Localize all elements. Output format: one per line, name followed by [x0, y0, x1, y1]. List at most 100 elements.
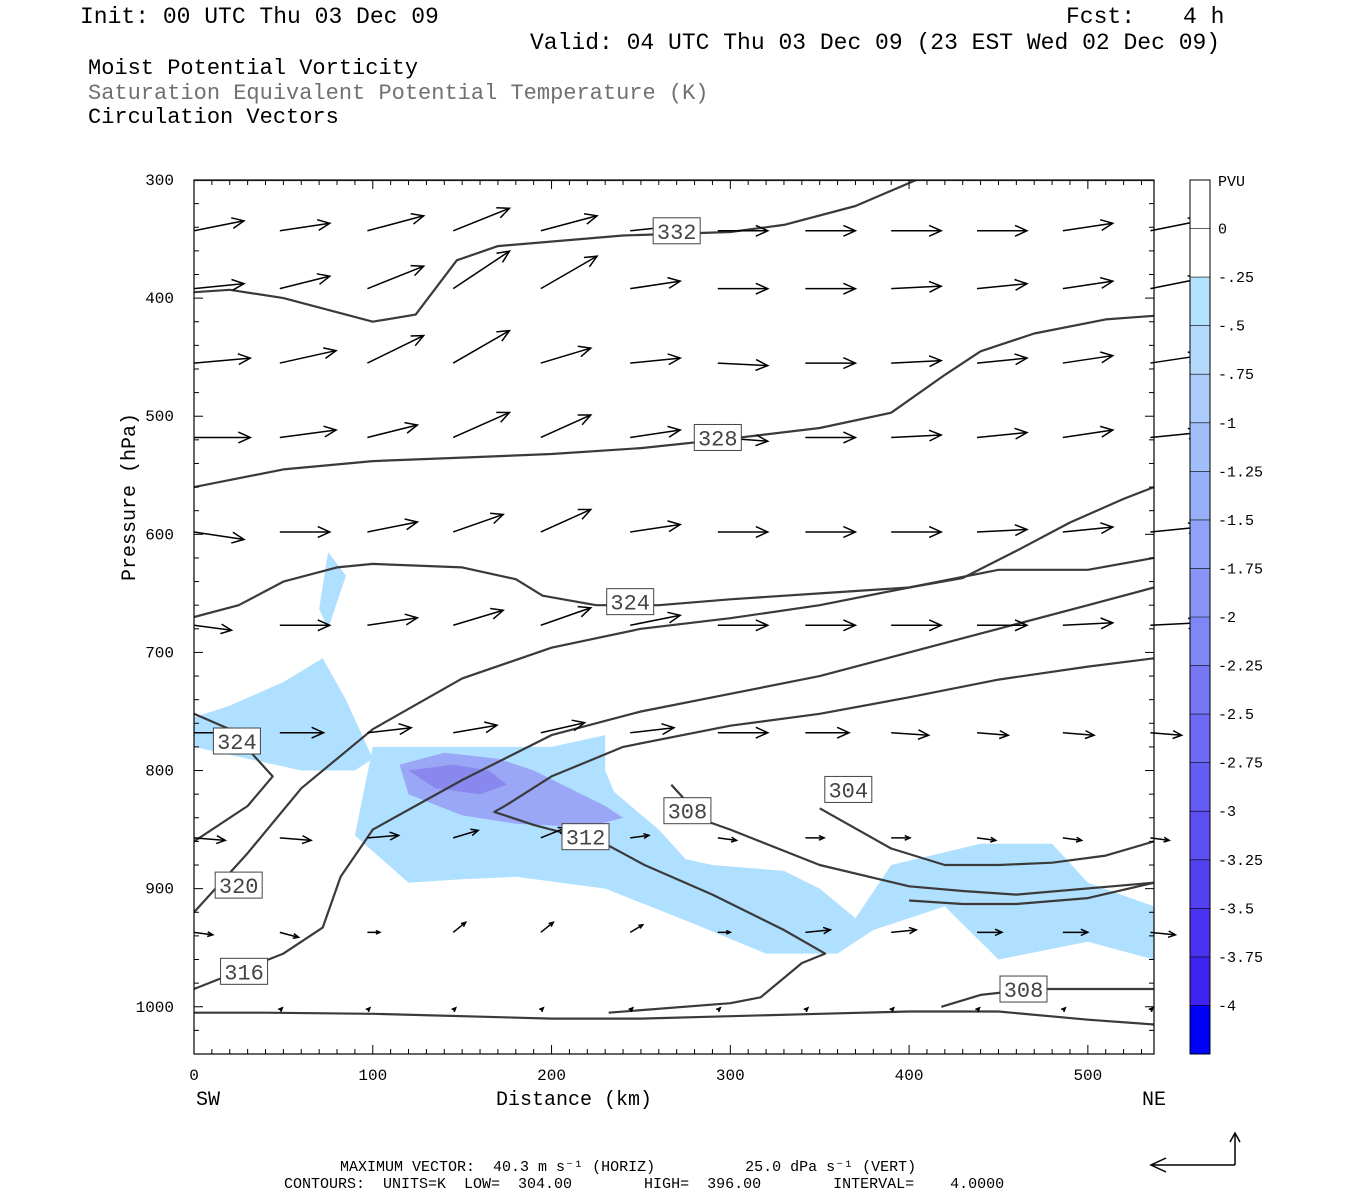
vector-head — [994, 928, 1004, 937]
x-end-label-left: SW — [196, 1089, 220, 1112]
circulation-vector — [367, 334, 426, 364]
vector-shaft — [193, 531, 245, 541]
theta-es-contour — [194, 586, 1154, 991]
colorbar-segment — [1190, 617, 1210, 666]
circulation-vector — [540, 414, 593, 439]
vector-head — [292, 933, 301, 940]
circulation-vector — [540, 921, 555, 933]
vector-shaft — [193, 282, 245, 290]
vector-shaft — [193, 357, 251, 364]
theta-es-contour — [819, 807, 1154, 867]
vector-head — [1014, 278, 1029, 291]
circulation-vector — [976, 278, 1029, 291]
vector-head — [638, 923, 645, 929]
vector-shaft — [193, 931, 213, 936]
circulation-vector — [630, 353, 683, 366]
x-tick-label: 100 — [358, 1067, 387, 1085]
circulation-vector — [451, 1006, 457, 1013]
vector-shaft — [452, 250, 510, 290]
pv-region-light — [319, 552, 346, 629]
theta-es-contour — [194, 712, 274, 843]
vector-head — [1084, 729, 1096, 740]
vector-shaft — [1150, 731, 1182, 736]
vector-head — [928, 280, 944, 293]
vector-head — [1080, 928, 1090, 937]
vector-head — [730, 836, 739, 843]
circulation-vector — [540, 212, 599, 232]
vector-shaft — [452, 207, 510, 232]
y-tick-label: 800 — [145, 763, 174, 781]
circulation-vector — [452, 250, 512, 290]
init-time: Init: 00 UTC Thu 03 Dec 09 — [80, 4, 439, 30]
theta-es-contour — [909, 881, 1154, 906]
max-vector-note: MAXIMUM VECTOR: 40.3 m s⁻¹ (HORIZ) 25.0 … — [340, 1159, 917, 1176]
theta-es-contour — [940, 987, 1154, 1008]
circulation-vector — [452, 329, 512, 364]
vector-shaft — [976, 528, 1028, 533]
vector-head — [206, 931, 215, 938]
vector-shaft — [717, 362, 768, 367]
vector-head — [404, 613, 420, 626]
vector-shaft — [540, 414, 592, 439]
vector-shaft — [279, 837, 312, 842]
vector-head — [220, 623, 234, 635]
reference-vector — [1149, 1131, 1241, 1173]
circulation-vector — [1062, 351, 1115, 364]
vector-shaft — [540, 722, 585, 734]
circulation-vector — [193, 835, 228, 845]
circulation-vector — [891, 224, 944, 237]
vector-head — [311, 726, 326, 739]
circulation-vector — [452, 512, 505, 533]
vector-head — [843, 357, 858, 370]
vector-shaft — [367, 334, 424, 364]
vector-head — [843, 282, 858, 295]
contour-label-text: 308 — [1004, 979, 1044, 1004]
vector-shaft — [453, 724, 498, 734]
vector-head — [667, 425, 683, 438]
colorbar-label: -3.75 — [1218, 950, 1263, 967]
vector-head — [1099, 351, 1115, 364]
y-tick-label: 600 — [145, 526, 174, 544]
vector-head — [822, 926, 833, 935]
contour-label-box — [212, 727, 261, 755]
vector-shaft — [891, 731, 929, 736]
contour-label-text: 320 — [219, 875, 259, 900]
vector-head — [908, 926, 919, 935]
contour-label: 320 — [214, 871, 263, 900]
colorbar-segment — [1190, 325, 1210, 375]
contour-label-text: 304 — [828, 779, 868, 804]
vector-head — [1148, 1006, 1155, 1013]
vector-shaft — [630, 280, 681, 290]
circulation-vector — [540, 605, 593, 626]
vector-shaft — [891, 929, 917, 934]
vector-head — [1100, 522, 1115, 535]
title-theta-es: Saturation Equivalent Potential Temperat… — [88, 81, 709, 106]
vector-head — [316, 218, 332, 232]
colorbar-segment — [1190, 228, 1210, 278]
vector-head — [755, 525, 770, 539]
circulation-vector — [1062, 218, 1115, 232]
vector-head — [410, 264, 426, 277]
contour-label-text: 332 — [657, 221, 697, 246]
vector-head — [365, 1006, 372, 1013]
circulation-vector — [279, 425, 338, 439]
circulation-vector — [453, 721, 499, 734]
vector-shaft — [976, 731, 1009, 736]
circulation-vector — [803, 1006, 810, 1013]
vector-head — [460, 921, 468, 928]
vector-shaft — [891, 434, 942, 439]
circulation-vector — [717, 836, 739, 843]
circulation-vector — [367, 722, 414, 736]
contour-label-box — [824, 775, 873, 803]
vector-head — [490, 607, 505, 620]
contour-label-box — [999, 975, 1048, 1003]
plot-frame — [193, 179, 1155, 1055]
vector-shaft — [540, 607, 592, 626]
contour-label-text: 316 — [224, 961, 264, 986]
circulation-vector — [889, 1006, 895, 1013]
contour-label-box — [693, 423, 742, 451]
y-tick-label: 700 — [145, 644, 174, 662]
vector-head — [323, 425, 338, 438]
vector-head — [928, 525, 944, 539]
vector-head — [975, 1006, 981, 1013]
